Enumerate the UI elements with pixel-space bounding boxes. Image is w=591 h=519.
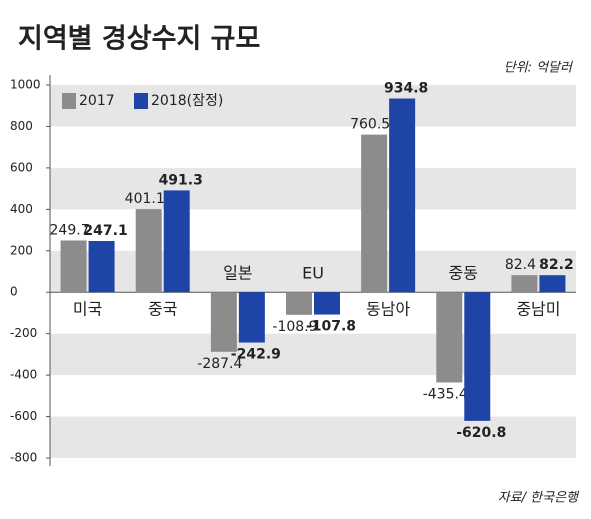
grid-band — [50, 333, 576, 376]
value-label: -107.8 — [306, 319, 356, 335]
value-label: -620.8 — [456, 425, 506, 441]
y-tick-label: 800 — [10, 119, 33, 133]
y-tick-label: -400 — [10, 368, 37, 382]
x-tick-label: 동남아 — [366, 300, 410, 319]
legend-label: 2018(잠정) — [151, 93, 223, 109]
value-label: 82.2 — [539, 257, 574, 273]
bar — [88, 241, 115, 293]
value-label: -287.4 — [197, 356, 242, 372]
y-tick-label: 600 — [10, 160, 33, 174]
value-label: 760.5 — [350, 117, 390, 133]
bar — [464, 292, 491, 421]
legend-swatch — [62, 93, 76, 109]
y-tick-label: 0 — [10, 285, 18, 299]
x-tick-label: 미국 — [73, 300, 102, 319]
bar — [238, 292, 265, 343]
y-tick-label: -800 — [10, 451, 37, 465]
y-tick-label: -200 — [10, 326, 37, 340]
value-label: -242.9 — [231, 347, 281, 363]
bar — [511, 275, 538, 293]
x-tick-label: 중국 — [148, 300, 177, 319]
bar — [210, 292, 237, 352]
y-tick-label: 400 — [10, 202, 33, 216]
bar — [135, 209, 162, 293]
y-tick-label: 1000 — [10, 78, 41, 92]
chart-title: 지역별 경상수지 규모 — [18, 24, 260, 55]
bar — [539, 275, 566, 293]
value-label: 491.3 — [159, 172, 203, 188]
legend-label: 2017 — [79, 93, 115, 109]
source-label: 자료/ 한국은행 — [498, 491, 580, 506]
bar — [436, 292, 463, 383]
value-label: 247.1 — [83, 223, 127, 239]
value-label: 249.7 — [50, 222, 90, 238]
value-label: 401.1 — [125, 191, 165, 207]
bar — [60, 240, 87, 293]
bar — [361, 134, 388, 293]
bar — [314, 292, 340, 315]
value-label: 934.8 — [384, 81, 428, 97]
bar — [163, 190, 190, 293]
bar — [286, 292, 312, 315]
x-tick-label: 일본 — [223, 264, 252, 283]
unit-label: 단위: 억달러 — [504, 61, 573, 76]
legend-swatch — [134, 93, 148, 109]
x-tick-label: EU — [302, 264, 324, 283]
value-label: 82.4 — [505, 257, 536, 273]
y-tick-label: 200 — [10, 243, 33, 257]
y-tick-label: -600 — [10, 409, 37, 423]
value-label: -108.9 — [272, 319, 317, 335]
grid-band — [50, 416, 576, 458]
grid-band — [50, 167, 576, 210]
x-tick-label: 중동 — [449, 264, 478, 283]
x-tick-label: 중남미 — [516, 300, 560, 319]
grid-band — [50, 85, 576, 127]
value-label: -435.4 — [423, 386, 468, 402]
bar — [389, 98, 416, 293]
